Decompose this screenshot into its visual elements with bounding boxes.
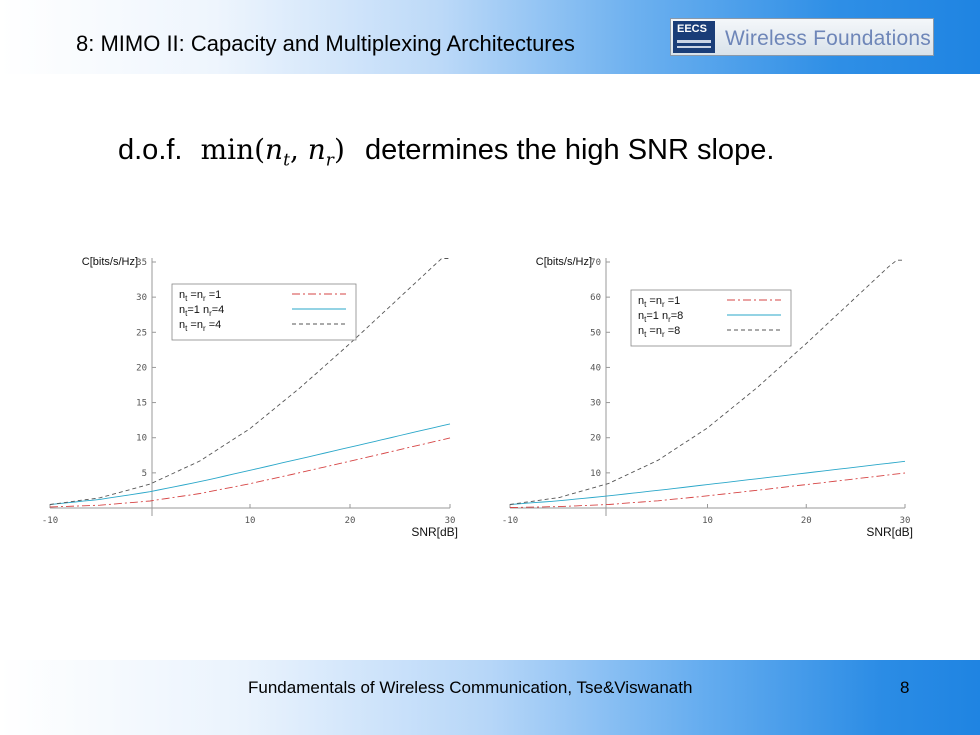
x-tick-label: 30 — [900, 516, 911, 526]
legend-label: nt =nr =1 — [179, 289, 221, 303]
legend-label: nt =nr =1 — [638, 295, 680, 309]
x-axis-label: SNR[dB] — [866, 525, 913, 539]
x-tick-label: -10 — [502, 516, 518, 526]
x-tick-label: 10 — [245, 516, 256, 526]
y-axis-label: C[bits/s/Hz] — [82, 256, 138, 268]
series-line — [509, 259, 905, 505]
series-line — [49, 437, 451, 508]
y-tick-label: 10 — [136, 434, 147, 444]
headline-suffix: determines the high SNR slope. — [364, 134, 775, 166]
x-tick-label: 20 — [801, 516, 812, 526]
y-tick-label: 60 — [590, 293, 601, 303]
legend-box — [171, 283, 357, 341]
y-tick-label: 20 — [136, 363, 147, 373]
legend-label: nt=1 nr=4 — [179, 304, 224, 318]
x-tick-label: 20 — [345, 516, 356, 526]
capacity-chart-8-antennas: 10 20 30 40 50 60 70 -10 10 20 30 C[bits/s/Hz] SNR[d… — [502, 256, 913, 539]
legend-label: nt=1 nr=8 — [638, 310, 683, 324]
y-tick-label: 10 — [590, 469, 601, 479]
x-tick-label: 30 — [445, 516, 456, 526]
slide-headline: d.o.f. min(nt, nr) determines the high S… — [118, 133, 774, 171]
y-tick-label: 30 — [136, 293, 147, 303]
slide-section-title: 8: MIMO II: Capacity and Multiplexing Ar… — [76, 31, 575, 56]
series-line — [49, 423, 451, 506]
eecs-logo-text: EECS — [677, 23, 707, 35]
legend-label: nt =nr =8 — [638, 325, 680, 339]
wireless-foundations-logo: EECS Wireless Foundations — [670, 18, 934, 56]
y-tick-label: 25 — [136, 328, 147, 338]
footer-citation: Fundamentals of Wireless Communication, … — [248, 678, 693, 697]
legend-box — [630, 289, 792, 347]
y-tick-label: 70 — [590, 258, 601, 268]
capacity-chart-4-antennas: 5 10 15 20 25 30 35 -10 10 20 30 C[bits/s/Hz] SNR[dB… — [42, 256, 458, 539]
y-tick-label: 15 — [136, 399, 147, 409]
y-tick-label: 40 — [590, 363, 601, 373]
y-tick-label: 35 — [136, 258, 147, 268]
y-tick-label: 5 — [142, 469, 147, 479]
series-line — [49, 258, 450, 505]
headline-prefix: d.o.f. — [118, 134, 183, 166]
series-line — [509, 472, 906, 508]
series-line — [509, 460, 906, 505]
x-axis-label: SNR[dB] — [411, 525, 458, 539]
eecs-logo-icon: EECS — [673, 21, 715, 53]
y-tick-label: 50 — [590, 328, 601, 338]
legend-label: nt =nr =4 — [179, 319, 221, 333]
page-number: 8 — [900, 678, 910, 697]
footer-band — [0, 660, 980, 735]
wireless-foundations-logo-text: Wireless Foundations — [725, 27, 931, 50]
y-tick-label: 30 — [590, 399, 601, 409]
min-formula: min(nt, nr) — [200, 133, 345, 171]
y-tick-label: 20 — [590, 434, 601, 444]
x-tick-label: 10 — [702, 516, 713, 526]
x-tick-label: -10 — [42, 516, 58, 526]
y-axis-label: C[bits/s/Hz] — [536, 256, 592, 268]
